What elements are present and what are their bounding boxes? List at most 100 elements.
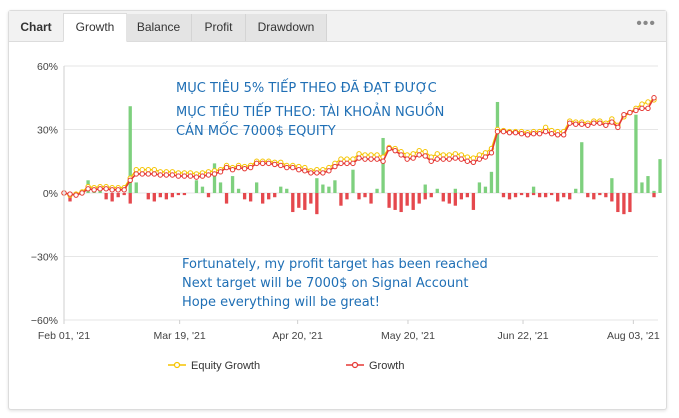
point-growth xyxy=(651,95,657,101)
bar-negative xyxy=(592,193,596,200)
x-tick-label: Aug 03, '21 xyxy=(607,330,660,342)
bar-negative xyxy=(110,193,114,202)
bar-negative xyxy=(405,193,409,206)
point-growth xyxy=(464,158,471,164)
point-growth xyxy=(398,152,404,158)
tab-drawdown[interactable]: Drawdown xyxy=(246,14,327,41)
tab-profit[interactable]: Profit xyxy=(192,14,246,41)
point-growth xyxy=(193,174,200,180)
bar-positive xyxy=(477,182,482,193)
tab-growth[interactable]: Growth xyxy=(63,13,127,42)
bar-positive xyxy=(574,188,578,193)
point-growth xyxy=(265,160,272,167)
point-growth xyxy=(470,159,477,166)
bar-positive xyxy=(634,114,638,193)
bar-negative xyxy=(459,193,464,200)
bar-positive xyxy=(315,178,319,193)
point-growth xyxy=(536,131,543,137)
point-growth xyxy=(560,132,567,138)
bar-positive xyxy=(640,182,644,193)
point-growth xyxy=(615,124,621,131)
x-tick-label: Feb 01, '21 xyxy=(38,330,90,342)
point-growth xyxy=(518,131,525,137)
point-growth xyxy=(109,187,115,193)
more-dots-icon[interactable]: ••• xyxy=(636,15,656,32)
x-axis: Feb 01, '21 Mar 19, '21 Apr 20, '21 May 20,… xyxy=(38,320,660,342)
bar-positive xyxy=(194,180,199,193)
bar-positive xyxy=(327,186,331,193)
point-growth xyxy=(199,173,206,179)
series-lines xyxy=(61,95,657,198)
point-growth xyxy=(512,129,519,136)
point-growth xyxy=(567,120,573,126)
point-growth xyxy=(85,186,91,192)
annotation-en-line1: Fortunately, my profit target has been r… xyxy=(182,257,488,272)
point-growth xyxy=(633,107,639,114)
bar-negative xyxy=(622,193,626,215)
point-growth xyxy=(362,156,368,162)
point-growth xyxy=(380,158,386,164)
point-growth xyxy=(187,173,194,179)
bar-negative xyxy=(417,193,421,204)
bar-negative xyxy=(303,193,307,210)
bar-positive xyxy=(351,169,355,193)
point-growth xyxy=(97,186,103,192)
bar-negative xyxy=(369,193,373,204)
bar-negative xyxy=(146,193,150,200)
bar-negative xyxy=(104,193,108,200)
point-growth xyxy=(241,165,248,172)
bar-negative xyxy=(206,193,211,198)
point-growth xyxy=(452,155,459,161)
bar-positive xyxy=(658,159,662,193)
bar-positive xyxy=(200,186,205,193)
point-growth xyxy=(597,120,603,126)
y-tick-label: 60% xyxy=(37,61,58,73)
bar-negative xyxy=(616,193,620,213)
bar-negative xyxy=(652,193,656,198)
bar-negative xyxy=(399,193,403,213)
legend-equity-growth[interactable]: Equity Growth xyxy=(168,360,260,372)
point-growth xyxy=(278,162,284,169)
bar-positive xyxy=(580,142,584,193)
bar-positive xyxy=(212,163,217,193)
bar-negative xyxy=(453,193,457,206)
legend-growth[interactable]: Growth xyxy=(346,360,404,372)
point-equity-growth xyxy=(434,151,440,157)
annotation-vi-line3: CÁN MỐC 7000$ EQUITY xyxy=(176,122,336,139)
point-equity-growth xyxy=(645,99,651,105)
point-growth xyxy=(133,171,139,177)
y-axis: 60% 30% 0% −30% −60% xyxy=(31,61,65,327)
point-growth xyxy=(404,156,410,162)
bar-positive xyxy=(435,188,439,193)
bar-negative xyxy=(447,193,451,204)
bar-negative xyxy=(170,193,175,198)
bar-negative xyxy=(345,193,349,200)
point-growth xyxy=(500,128,507,135)
point-growth xyxy=(211,171,218,177)
point-growth xyxy=(79,190,85,196)
x-tick-label: Apr 20, '21 xyxy=(272,330,323,342)
legend-growth-label: Growth xyxy=(369,360,404,372)
y-tick-label: −60% xyxy=(31,315,58,327)
point-growth xyxy=(151,171,158,177)
point-growth xyxy=(374,156,380,162)
bar-negative xyxy=(411,193,415,210)
chart-title: Chart xyxy=(20,20,52,34)
point-growth xyxy=(272,161,278,168)
point-growth xyxy=(253,160,260,167)
point-growth xyxy=(573,121,579,127)
point-growth xyxy=(217,169,224,175)
bar-positive xyxy=(333,180,337,193)
bar-negative xyxy=(152,193,156,202)
point-growth xyxy=(103,186,109,192)
bar-negative xyxy=(525,193,530,198)
bar-negative xyxy=(387,193,391,208)
annotation-en-line3: Hope everything will be great! xyxy=(182,295,380,310)
bar-positive xyxy=(279,186,283,193)
bar-negative xyxy=(393,193,397,210)
x-tick-label: Jun 22, '21 xyxy=(497,330,548,342)
point-growth xyxy=(524,132,531,138)
point-growth xyxy=(326,168,332,174)
annotation-vi-line2: MỤC TIÊU TIẾP THEO: TÀI KHOẢN NGUỒN xyxy=(176,103,444,120)
tab-balance[interactable]: Balance xyxy=(126,14,192,41)
